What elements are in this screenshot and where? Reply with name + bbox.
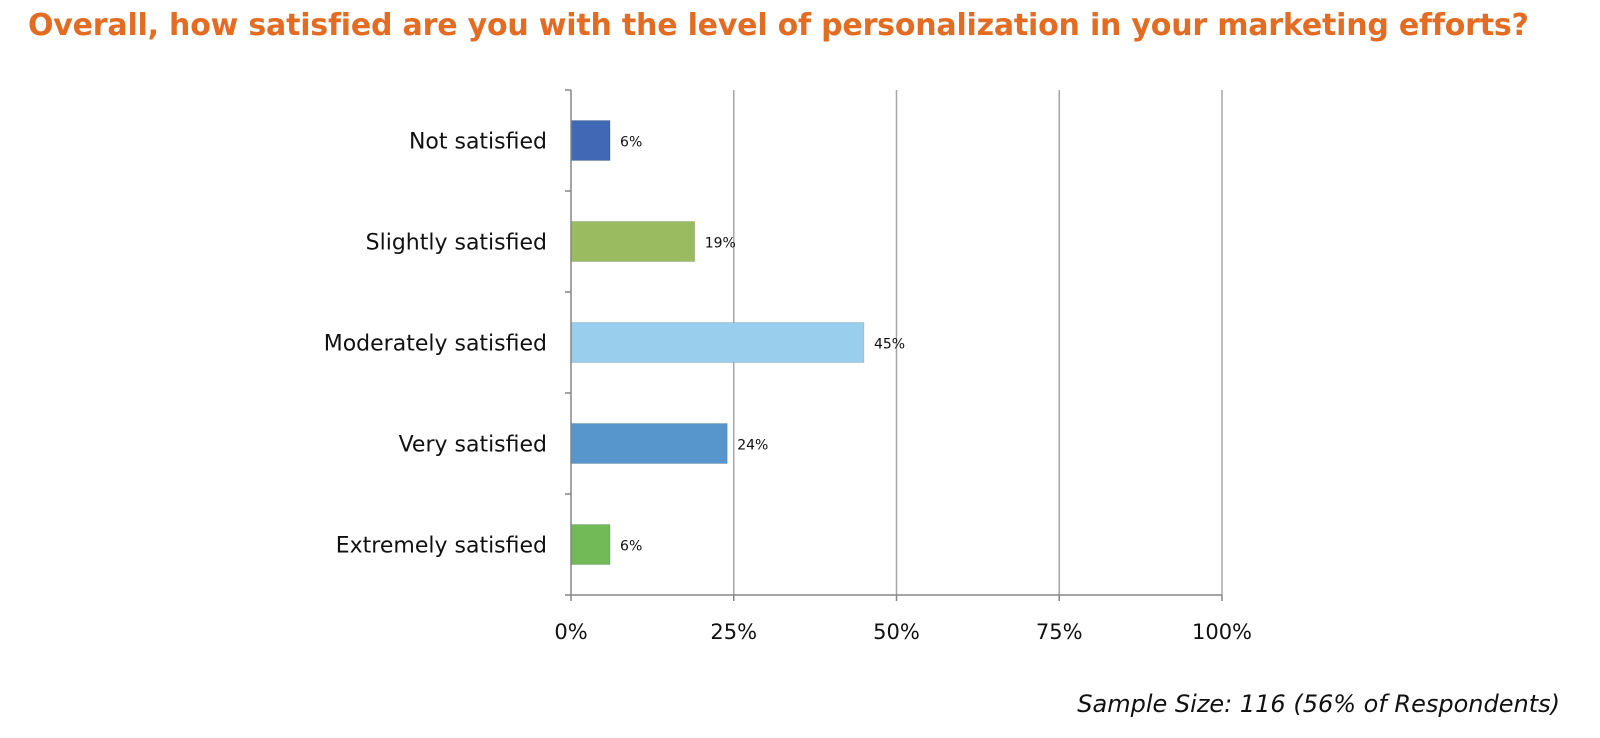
axes: [565, 89, 1223, 601]
bar: [570, 524, 611, 565]
x-tick-label: 50%: [873, 620, 920, 644]
bars: [570, 120, 865, 565]
data-label: 6%: [620, 539, 642, 555]
category-label: Very satisfied: [399, 433, 547, 458]
bar: [570, 423, 728, 464]
gridlines: [733, 90, 1223, 595]
bar: [570, 221, 696, 262]
x-tick-label: 0%: [554, 620, 587, 644]
category-label: Moderately satisfied: [324, 332, 547, 357]
category-label: Not satisfied: [409, 130, 547, 155]
x-tick-label: 100%: [1192, 620, 1252, 644]
data-label: 45%: [874, 337, 905, 353]
category-label: Extremely satisfied: [336, 534, 547, 559]
sample-size-footnote: Sample Size: 116 (56% of Respondents): [1077, 690, 1560, 718]
chart-title: Overall, how satisfied are you with the …: [28, 8, 1529, 43]
data-label: 19%: [705, 236, 736, 252]
data-label: 24%: [737, 438, 768, 454]
bar: [570, 322, 865, 363]
category-label: Slightly satisfied: [366, 231, 547, 256]
data-label: 6%: [620, 135, 642, 151]
x-tick-label: 25%: [710, 620, 757, 644]
x-tick-label: 75%: [1036, 620, 1083, 644]
bar: [570, 120, 611, 161]
labels: 0% 25% 50% 75% 100% Not satisfied 6% Slightly s…: [324, 130, 1252, 645]
